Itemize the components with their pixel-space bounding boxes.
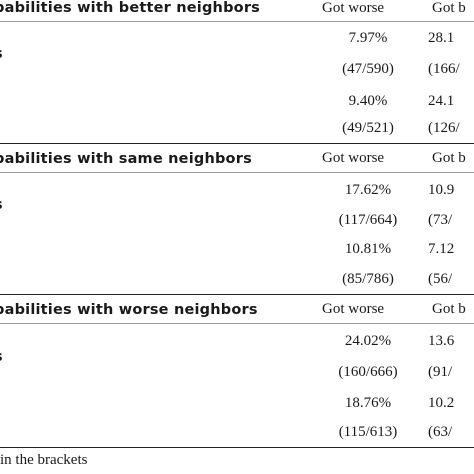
section-3-cell: 24.02% bbox=[344, 333, 392, 349]
section-3-col-got-worse: Got worse bbox=[322, 301, 385, 317]
section-2-cell: 10.9 bbox=[428, 182, 455, 198]
section-1-row-label: s bbox=[0, 46, 3, 62]
section-3-title: babilities with worse neighbors bbox=[0, 302, 258, 318]
section-3-cell: (63/ bbox=[428, 424, 453, 440]
section-2-title: babilities with same neighbors bbox=[0, 151, 252, 167]
section-2-cell: 10.81% bbox=[344, 241, 392, 257]
section-1-cell: 24.1 bbox=[428, 93, 455, 109]
section-1-cell: (166/ bbox=[428, 61, 460, 77]
section-2-cell: 7.12 bbox=[428, 241, 455, 257]
section-2-header-rule bbox=[0, 172, 474, 173]
table-bottom-rule bbox=[0, 447, 474, 448]
section-3-cell: (115/613) bbox=[338, 424, 398, 440]
section-2-cell: (85/786) bbox=[342, 271, 394, 287]
section-1-cell: (49/521) bbox=[342, 120, 394, 136]
section-3-cell: 13.6 bbox=[428, 333, 455, 349]
section-2-row-label: s bbox=[0, 197, 3, 213]
section-3-row-label: s bbox=[0, 349, 3, 365]
section-1-cell: 28.1 bbox=[428, 30, 455, 46]
section-2-cell: (56/ bbox=[428, 271, 453, 287]
section-3-header-rule bbox=[0, 323, 474, 324]
section-1-cell: (126/ bbox=[428, 120, 460, 136]
table-footnote: in the brackets bbox=[0, 452, 88, 468]
section-divider bbox=[0, 294, 474, 295]
section-3-cell: 10.2 bbox=[428, 395, 455, 411]
section-3-cell: (91/ bbox=[428, 364, 453, 380]
section-1-col-got-better: Got b bbox=[432, 0, 466, 16]
section-1-header-rule bbox=[0, 21, 474, 22]
section-3-cell: (160/666) bbox=[338, 364, 398, 380]
section-1-cell: 7.97% bbox=[348, 30, 388, 46]
section-3-col-got-better: Got b bbox=[432, 301, 466, 317]
section-1-col-got-worse: Got worse bbox=[322, 0, 385, 16]
section-divider bbox=[0, 143, 474, 144]
section-2-cell: (73/ bbox=[428, 212, 453, 228]
section-3-cell: 18.76% bbox=[344, 395, 392, 411]
section-2-col-got-better: Got b bbox=[432, 150, 466, 166]
section-2-col-got-worse: Got worse bbox=[322, 150, 385, 166]
section-1-cell: 9.40% bbox=[348, 93, 388, 109]
section-1-title: babilities with better neighbors bbox=[0, 0, 260, 16]
section-2-cell: (117/664) bbox=[338, 212, 398, 228]
section-1-cell: (47/590) bbox=[342, 61, 394, 77]
section-2-cell: 17.62% bbox=[344, 182, 392, 198]
